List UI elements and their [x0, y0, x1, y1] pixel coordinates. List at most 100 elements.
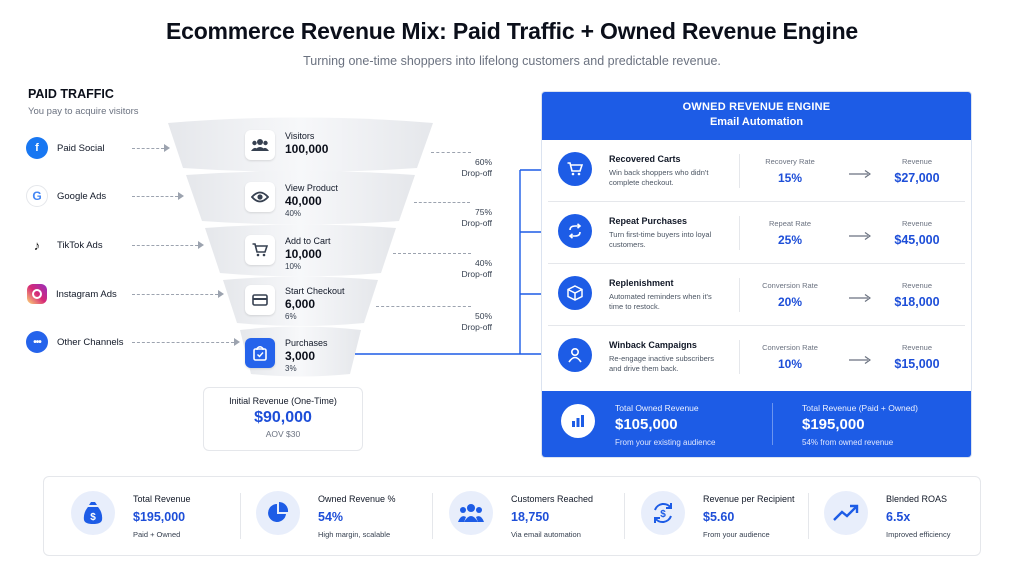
revenue-label: Revenue: [901, 343, 933, 352]
channel-tiktok-ads: ♪ TikTok Ads: [26, 234, 103, 256]
row-divider: [739, 154, 740, 188]
stage-value: 10,000: [285, 247, 322, 261]
kpi-label: Owned Revenue %: [318, 494, 396, 504]
stage-name: Start Checkout: [285, 286, 345, 296]
channel-label: TikTok Ads: [57, 239, 103, 251]
row-separator: [548, 325, 965, 326]
stage-value: 100,000: [285, 142, 329, 156]
kpi-divider: [808, 493, 809, 539]
dropoff-label: Drop-off: [461, 218, 492, 228]
kpi-value: 18,750: [511, 510, 550, 524]
row-separator: [548, 201, 965, 202]
total-revenue-value: $195,000: [802, 416, 865, 433]
stage-value: 6,000: [285, 297, 316, 311]
kpi-sub: Paid + Owned: [133, 530, 181, 539]
initial-revenue-label: Initial Revenue (One-Time): [229, 396, 337, 406]
channel-instagram-ads: Instagram Ads: [26, 283, 117, 305]
kpi-label: Total Revenue: [133, 494, 191, 504]
stage-percent: 6%: [285, 312, 297, 321]
dropoff-percent: 50%: [474, 311, 492, 321]
channel-connector: [132, 342, 234, 343]
engine-row-repeat-purchases: Repeat Purchases Turn first-time buyers …: [542, 202, 971, 264]
metric-label: Conversion Rate: [762, 343, 818, 352]
stage-value: 3,000: [285, 349, 316, 363]
engine-row-replenishment: Replenishment Automated reminders when i…: [542, 264, 971, 326]
dollar-cycle-icon: $: [641, 491, 685, 535]
kpi-sub: From your audience: [703, 530, 770, 539]
engine-row-winback-campaigns: Winback Campaigns Re-engage inactive sub…: [542, 326, 971, 388]
dropoff-label: Drop-off: [461, 269, 492, 279]
dropoff-label: Drop-off: [461, 322, 492, 332]
dropoff-connector: [393, 253, 471, 254]
row-divider: [739, 278, 740, 312]
user-icon: [558, 338, 592, 372]
stage-percent: 10%: [285, 262, 302, 271]
kpi-label: Blended ROAS: [886, 494, 948, 504]
engine-row-recovered-carts: Recovered Carts Win back shoppers who di…: [542, 140, 971, 202]
tiktok-icon: ♪: [26, 234, 48, 256]
revenue-label: Revenue: [901, 219, 933, 228]
revenue-value: $45,000: [894, 233, 940, 247]
kpi-divider: [432, 493, 433, 539]
card-icon: [245, 285, 275, 315]
channel-google-ads: G Google Ads: [26, 185, 106, 207]
stage-percent: 3%: [285, 364, 297, 373]
dropoff-4: 50% Drop-off: [430, 311, 492, 333]
revenue-label: Revenue: [901, 281, 933, 290]
kpi-value: $195,000: [133, 510, 186, 524]
funnel-stage-purchases: Purchases 3,000 3%: [285, 338, 328, 373]
row-description: Win back shoppers who didn't complete ch…: [609, 168, 709, 187]
paid-traffic-heading: PAID TRAFFIC: [28, 87, 114, 101]
revenue-value: $27,000: [894, 171, 940, 185]
row-title: Recovered Carts: [609, 154, 681, 164]
arrow-right-icon: [849, 170, 871, 178]
facebook-icon: f: [26, 137, 48, 159]
row-title: Replenishment: [609, 278, 674, 288]
channel-label: Other Channels: [57, 336, 124, 348]
footer-divider: [772, 403, 773, 445]
arrow-right-icon: [178, 192, 184, 200]
funnel-stage-view-product: View Product 40,000 40%: [285, 183, 338, 218]
arrow-right-icon: [198, 241, 204, 249]
row-description: Turn first-time buyers into loyal custom…: [609, 230, 712, 249]
total-owned-sub: From your existing audience: [615, 438, 716, 447]
metric-value: 10%: [777, 357, 803, 371]
revenue-value: $18,000: [894, 295, 940, 309]
kpi-sub: Improved efficiency: [886, 530, 951, 539]
revenue-label: Revenue: [901, 157, 933, 166]
arrow-right-icon: [164, 144, 170, 152]
dropoff-1: 60% Drop-off: [430, 157, 492, 179]
funnel-stage-visitors: Visitors 100,000: [285, 131, 328, 156]
stage-name: Visitors: [285, 131, 315, 141]
stage-name: Add to Cart: [285, 236, 331, 246]
box-icon: [558, 276, 592, 310]
kpi-sub: High margin, scalable: [318, 530, 391, 539]
metric-value: 25%: [777, 233, 803, 247]
eye-icon: [245, 182, 275, 212]
repeat-icon: [558, 214, 592, 248]
kpi-label: Revenue per Recipient: [703, 494, 795, 504]
instagram-icon: [27, 284, 47, 304]
money-bag-icon: $: [71, 491, 115, 535]
channel-label: Paid Social: [57, 142, 105, 154]
page-title: Ecommerce Revenue Mix: Paid Traffic + Ow…: [165, 18, 859, 44]
dropoff-label: Drop-off: [461, 168, 492, 178]
dropoff-connector: [376, 306, 471, 307]
bag-icon: [245, 338, 275, 368]
dropoff-percent: 40%: [474, 258, 492, 268]
more-icon: •••: [26, 331, 48, 353]
cart-icon: [245, 235, 275, 265]
kpi-sub: Via email automation: [511, 530, 581, 539]
channel-label: Google Ads: [57, 190, 107, 202]
kpi-divider: [624, 493, 625, 539]
google-icon: G: [26, 185, 48, 207]
metric-label: Recovery Rate: [765, 157, 815, 166]
arrow-right-icon: [234, 338, 240, 346]
row-description: Re-engage inactive subscribers and drive…: [609, 354, 715, 373]
metric-label: Conversion Rate: [762, 281, 818, 290]
arrow-right-icon: [849, 232, 871, 240]
initial-revenue-card: Initial Revenue (One-Time) $90,000 AOV $…: [203, 387, 363, 451]
kpi-summary-bar: $ Total Revenue $195,000 Paid + Owned Ow…: [43, 476, 981, 556]
channel-paid-social: f Paid Social: [26, 137, 105, 159]
svg-text:$: $: [660, 509, 666, 520]
